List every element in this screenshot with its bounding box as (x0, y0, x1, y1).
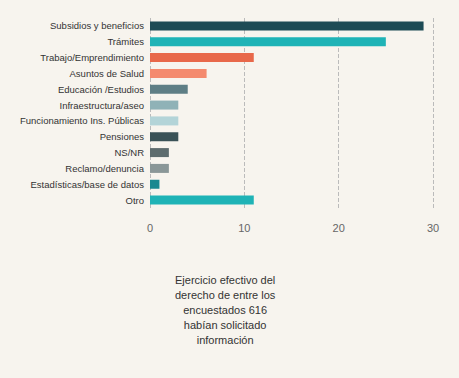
svg-text:Subsidios y beneficios: Subsidios y beneficios (50, 20, 144, 31)
svg-text:30: 30 (427, 222, 439, 234)
svg-text:Pensiones: Pensiones (100, 131, 145, 142)
svg-text:encuestados 616: encuestados 616 (183, 304, 267, 316)
svg-text:derecho de entre los: derecho de entre los (175, 289, 276, 301)
svg-text:10: 10 (238, 222, 250, 234)
svg-text:Reclamo/denuncia: Reclamo/denuncia (65, 163, 144, 174)
svg-text:20: 20 (333, 222, 345, 234)
svg-text:Infraestructura/aseo: Infraestructura/aseo (60, 100, 145, 111)
svg-text:0: 0 (147, 222, 153, 234)
svg-text:Funcionamiento Ins. Públicas: Funcionamiento Ins. Públicas (20, 115, 144, 126)
svg-text:Estadísticas/base de datos: Estadísticas/base de datos (30, 179, 144, 190)
svg-text:Otro: Otro (126, 195, 144, 206)
svg-text:habían solicitado: habían solicitado (184, 319, 267, 331)
svg-text:Ejercicio efectivo del: Ejercicio efectivo del (175, 274, 275, 286)
svg-text:Trabajo/Emprendimiento: Trabajo/Emprendimiento (40, 52, 144, 63)
svg-text:Trámites: Trámites (107, 36, 144, 47)
svg-text:información: información (197, 334, 254, 346)
svg-text:Asuntos de Salud: Asuntos de Salud (70, 68, 144, 79)
svg-text:NS/NR: NS/NR (114, 147, 144, 158)
svg-text:Educación /Estudios: Educación /Estudios (58, 84, 144, 95)
